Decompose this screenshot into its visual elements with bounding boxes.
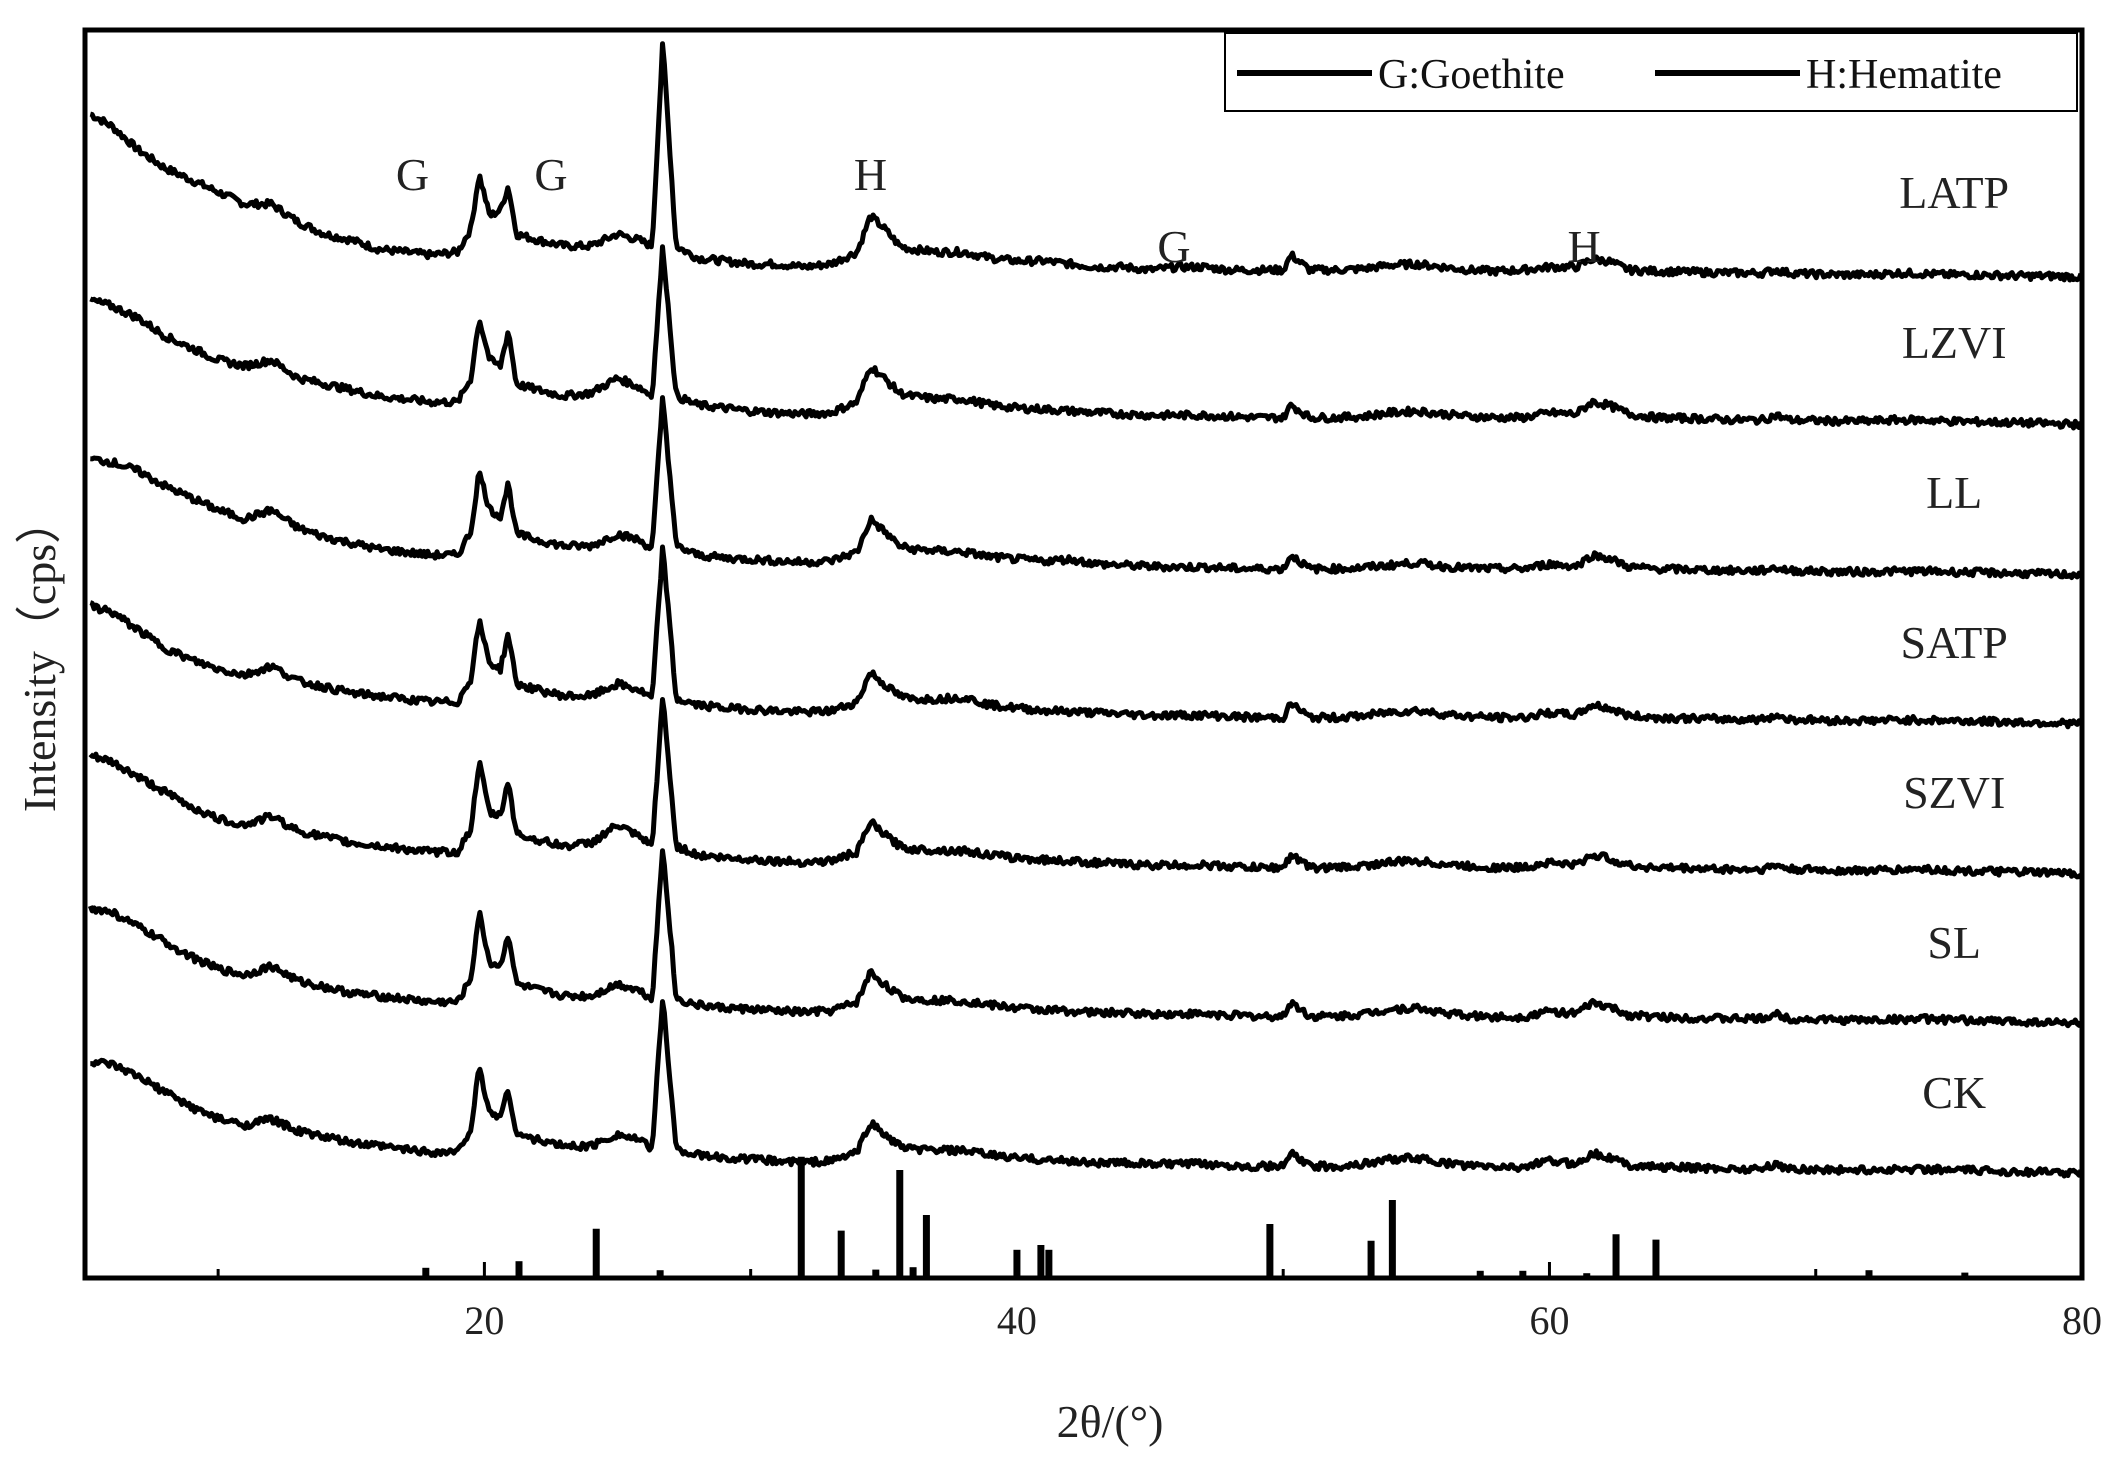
trace-label-lzvi: LZVI: [1902, 317, 2007, 368]
peak-label: G: [1157, 221, 1190, 272]
plot-frame: [82, 27, 2085, 1281]
x-tick-label: 60: [1529, 1298, 1569, 1343]
reference-sticks: [422, 1156, 1969, 1278]
diffraction-traces: [87, 41, 2084, 1179]
legend-label-hematite: H:Hematite: [1806, 52, 2002, 98]
trace-lzvi: [89, 244, 2084, 431]
trace-label-ll: LL: [1926, 467, 1982, 518]
trace-label-satp: SATP: [1900, 617, 2007, 668]
peak-labels: G G H G H: [396, 149, 1601, 272]
trace-ck: [89, 999, 2084, 1179]
trace-sl: [87, 848, 2084, 1029]
legend-label-goethite: G:Goethite: [1378, 52, 1565, 98]
legend: G:Goethite H:Hematite: [1224, 32, 2078, 112]
x-axis-ticks: 20 40 60 80: [216, 1262, 2102, 1343]
y-axis-title: Intensity（cps）: [14, 498, 65, 812]
peak-label: H: [854, 149, 887, 200]
trace-latp: [89, 41, 2084, 283]
x-tick-label: 20: [464, 1298, 504, 1343]
trace-ll: [89, 395, 2084, 581]
trace-szvi: [88, 697, 2083, 880]
x-axis-title: 2θ/(°): [1057, 1396, 1164, 1447]
peak-label: H: [1567, 221, 1600, 272]
trace-label-ck: CK: [1922, 1067, 1986, 1118]
x-tick-label: 80: [2062, 1298, 2102, 1343]
peak-label: G: [534, 149, 567, 200]
trace-label-szvi: SZVI: [1903, 767, 2005, 818]
trace-labels: LATP LZVI LL SATP SZVI SL CK: [1899, 167, 2009, 1118]
trace-label-sl: SL: [1927, 917, 1981, 968]
peak-label: G: [396, 149, 429, 200]
x-tick-label: 40: [997, 1298, 1037, 1343]
trace-satp: [89, 544, 2084, 730]
trace-label-latp: LATP: [1899, 167, 2009, 218]
